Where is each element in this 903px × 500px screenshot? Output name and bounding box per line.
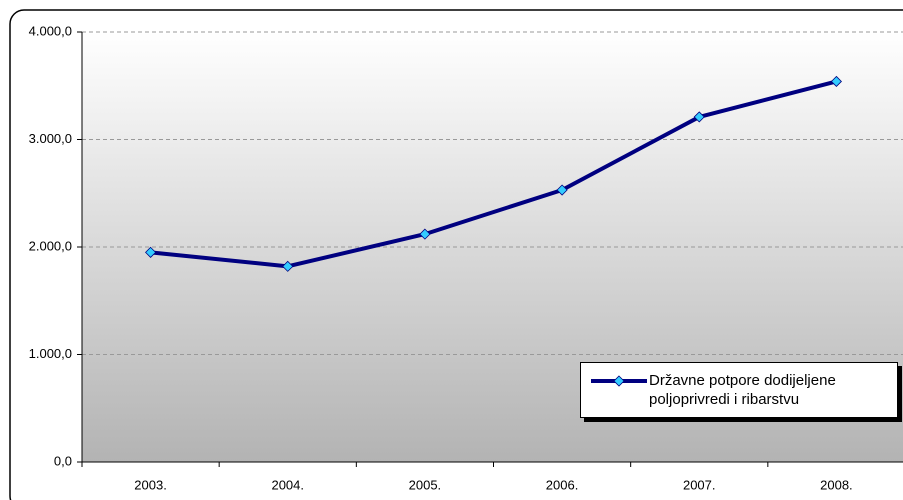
marker — [419, 228, 431, 240]
y-tick-label: 2.000,0 — [29, 238, 72, 253]
y-tick-label: 0,0 — [54, 453, 72, 468]
y-tick-label: 1.000,0 — [29, 346, 72, 361]
legend: Državne potpore dodijeljene poljoprivred… — [580, 362, 898, 418]
x-tick-label: 2007. — [683, 477, 716, 492]
legend-swatch — [591, 375, 647, 387]
x-tick-label: 2006. — [546, 477, 579, 492]
marker — [145, 246, 157, 258]
x-tick-label: 2003. — [134, 477, 167, 492]
marker — [556, 184, 568, 196]
legend-label: Državne potpore dodijeljene poljoprivred… — [649, 372, 836, 408]
x-tick-label: 2005. — [409, 477, 442, 492]
marker — [693, 111, 705, 123]
line — [150, 79, 837, 269]
y-tick-label: 4.000,0 — [29, 23, 72, 38]
x-tick-label: 2004. — [271, 477, 304, 492]
marker — [282, 260, 294, 272]
y-tick-label: 3.000,0 — [29, 131, 72, 146]
x-tick-label: 2008. — [820, 477, 853, 492]
marker — [830, 75, 842, 88]
